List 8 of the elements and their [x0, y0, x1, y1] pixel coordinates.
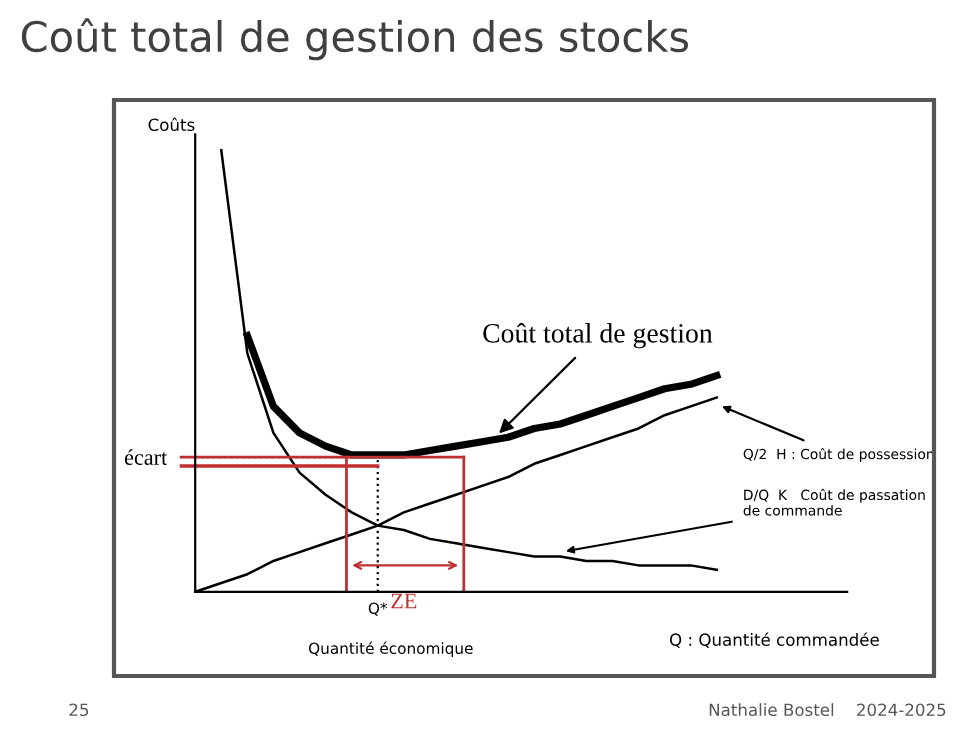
y-axis-title: Coûts [148, 117, 195, 132]
text: Nathalie Bostel 2024-2025 [709, 703, 946, 717]
text: 25 [69, 703, 89, 717]
text: ZE [391, 593, 417, 609]
x-axis-title: Q : Quantité commandée [669, 632, 879, 648]
annotation: Coût total de gestion [483, 323, 713, 349]
chart-title: Coût total de gestion des stocks [21, 18, 689, 61]
text: écart [124, 449, 168, 465]
